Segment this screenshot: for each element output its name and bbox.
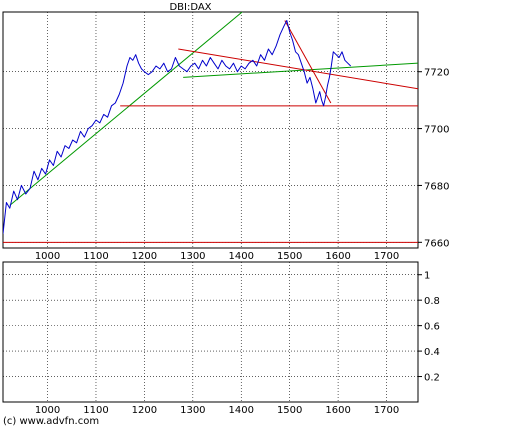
price-series-line xyxy=(3,20,352,234)
trend-line xyxy=(284,20,332,104)
indicator-chart: 1000 1100 1200 1300 1400 1500 1600 1700 0.2 0.4 0.… xyxy=(2,261,440,416)
y-tick-label: 0.8 xyxy=(424,296,440,307)
y-tick-label: 0.4 xyxy=(424,347,440,358)
x-tick-label: 1200 xyxy=(132,405,157,416)
y-tick-label: 7720 xyxy=(424,68,449,79)
x-tick-label: 1400 xyxy=(229,405,254,416)
x-tick-label: 1000 xyxy=(35,405,60,416)
trend-line xyxy=(183,62,418,78)
chart-title: DBI:DAX xyxy=(169,2,211,13)
x-tick-label: 1600 xyxy=(325,251,350,262)
x-tick-label: 1500 xyxy=(277,251,302,262)
x-tick-label: 1700 xyxy=(374,251,399,262)
y-tick-label: 7680 xyxy=(424,181,449,192)
x-tick-label: 1300 xyxy=(180,405,205,416)
x-tick-label: 1500 xyxy=(277,405,302,416)
y-tick-label: 0.2 xyxy=(424,373,440,384)
x-tick-label: 1600 xyxy=(325,405,350,416)
plot-area xyxy=(3,12,418,243)
trend-line xyxy=(9,12,243,206)
x-tick-label: 1400 xyxy=(229,251,254,262)
x-tick-label: 1300 xyxy=(180,251,205,262)
plot-frame xyxy=(2,261,419,403)
x-tick-label: 1100 xyxy=(83,251,108,262)
y-tick-label: 7700 xyxy=(424,125,449,136)
x-tick-label: 1000 xyxy=(35,251,60,262)
copyright-text: (c) www.advfn.com xyxy=(3,416,100,427)
plot-frame xyxy=(2,11,419,249)
x-tick-label: 1100 xyxy=(83,405,108,416)
price-chart: 1000 1100 1200 1300 1400 1500 1600 1700 7660 7680… xyxy=(2,2,449,262)
x-tick-label: 1700 xyxy=(374,405,399,416)
y-tick-label: 7660 xyxy=(424,238,449,249)
y-tick-label: 1 xyxy=(424,271,430,282)
trend-line xyxy=(178,48,418,90)
x-tick-label: 1200 xyxy=(132,251,157,262)
y-tick-label: 0.6 xyxy=(424,322,440,333)
